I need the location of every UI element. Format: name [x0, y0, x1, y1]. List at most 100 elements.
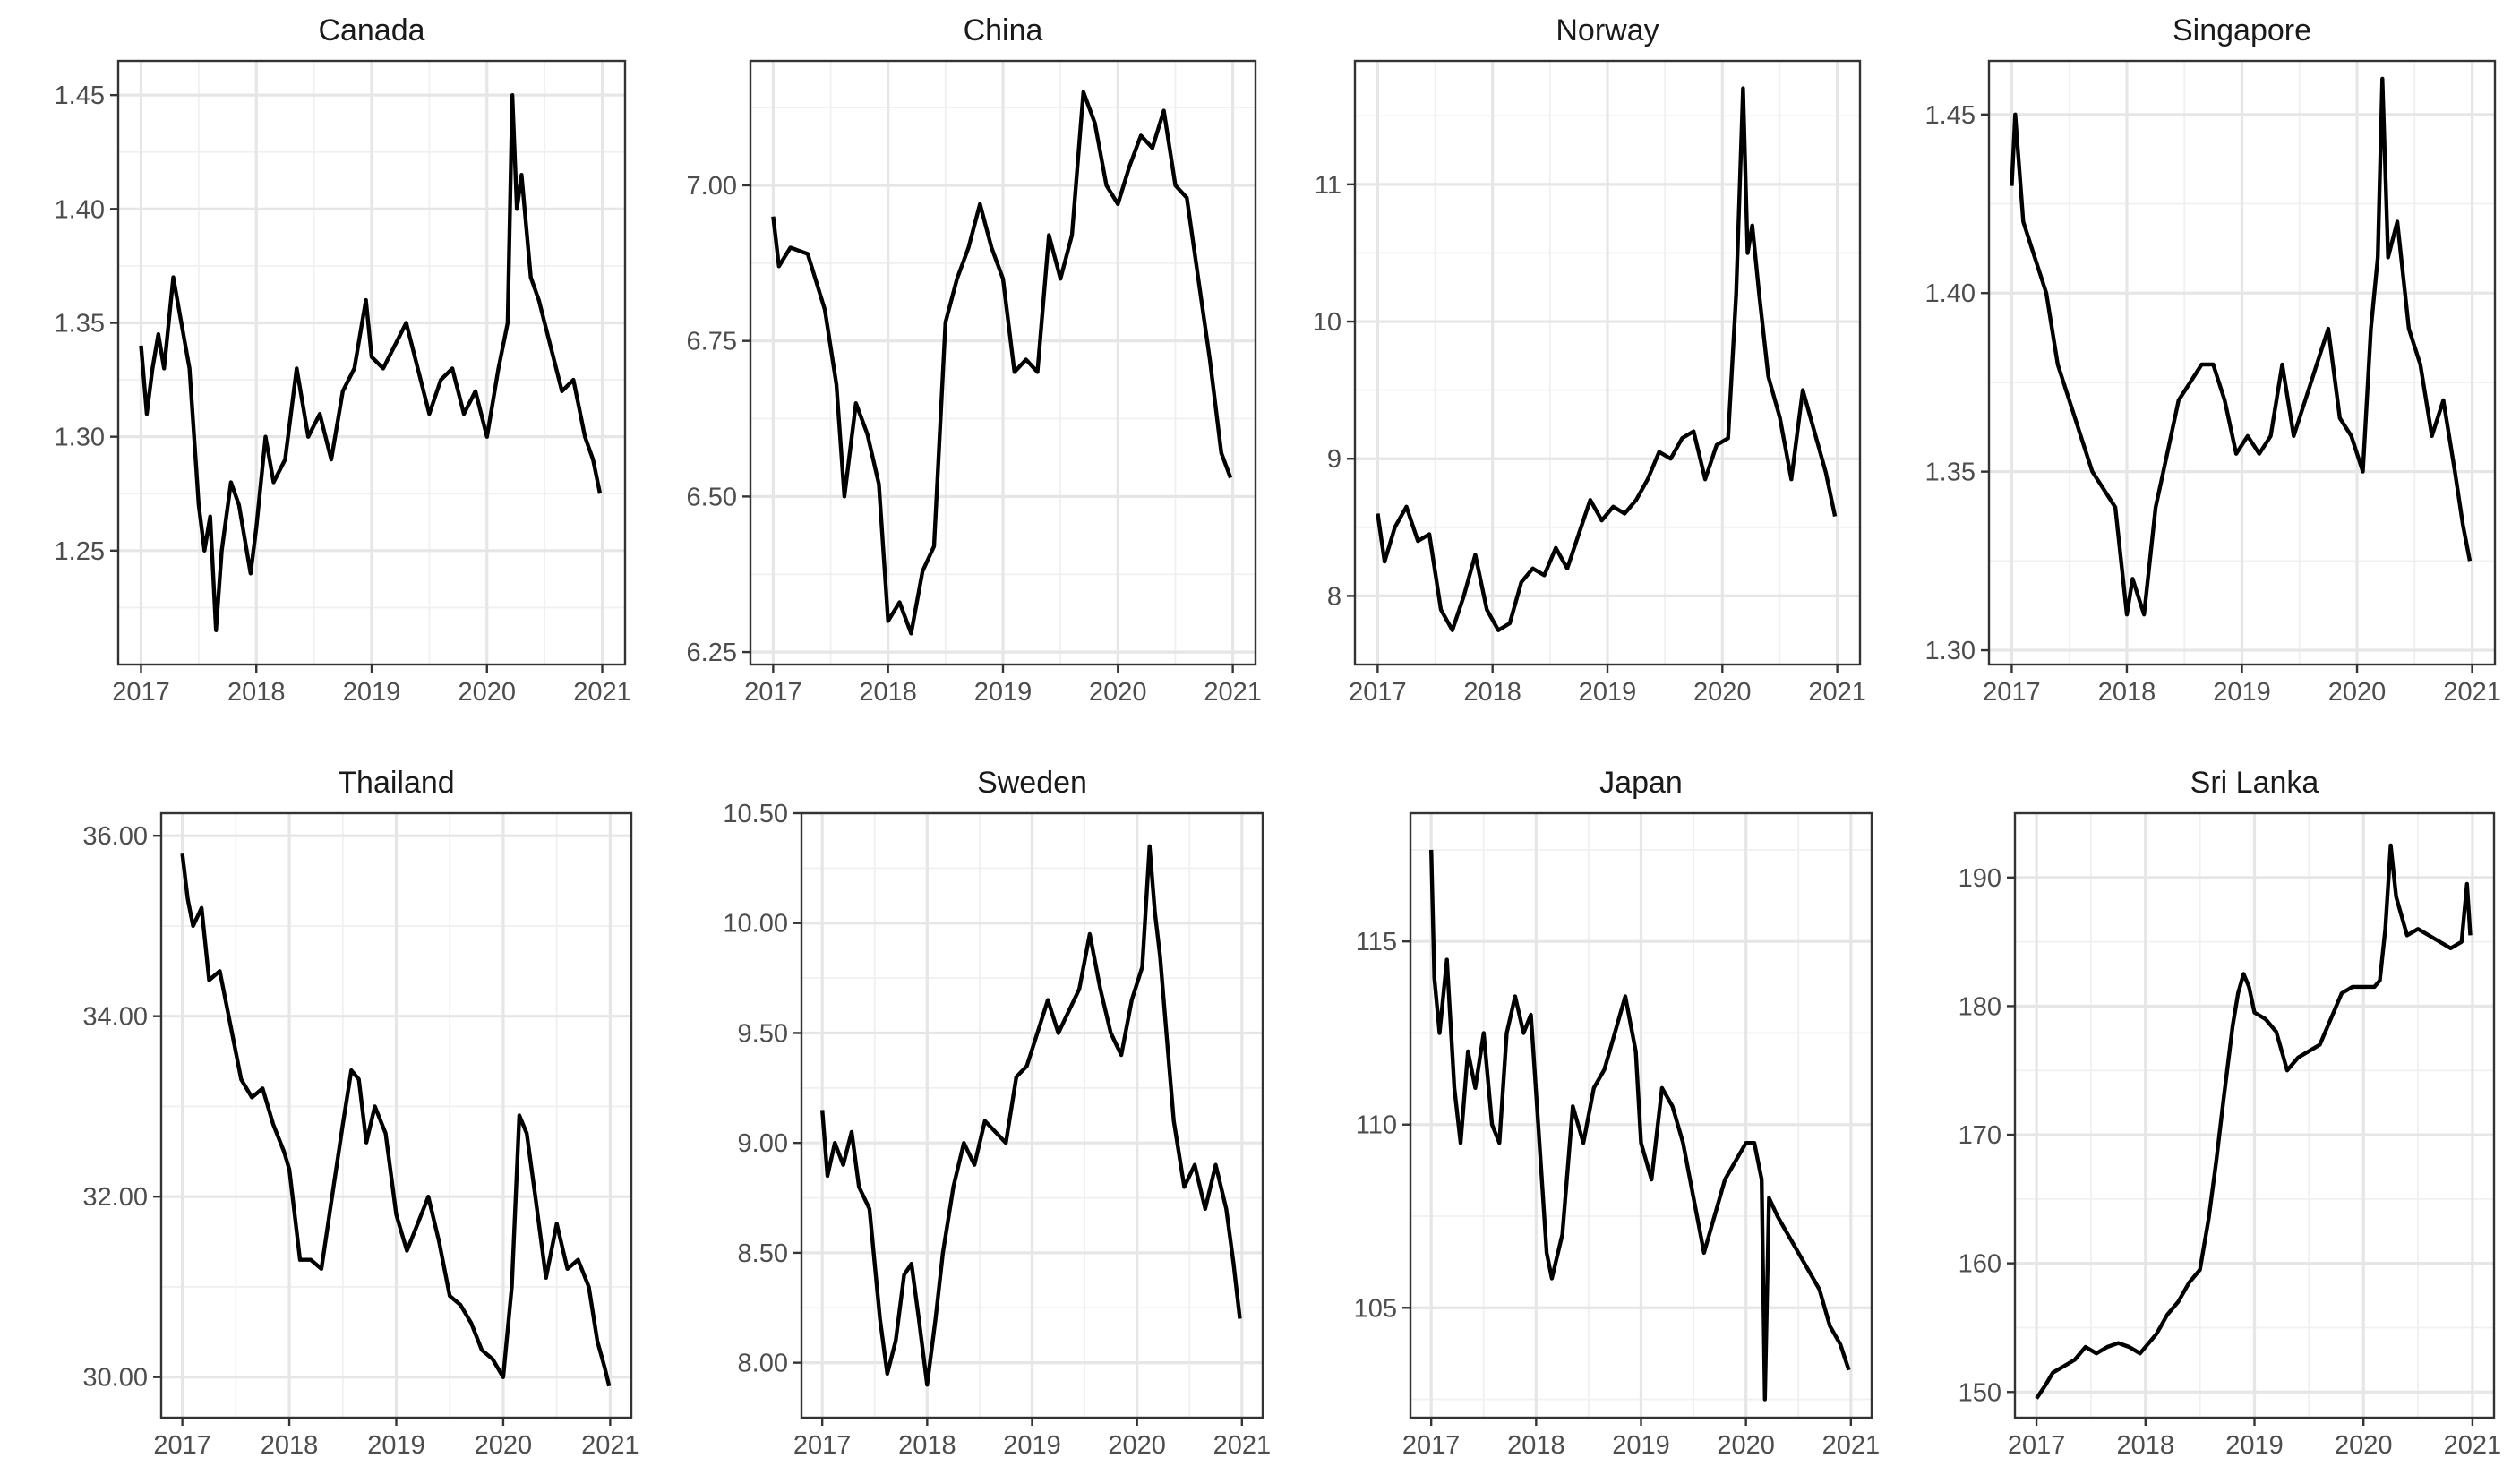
y-tick-label: 1.35 [55, 309, 105, 338]
panel-china: 2017 2018 2019 2020 2021 6.25 6.50 6.75 7.00 Chin… [687, 13, 1262, 707]
x-tick-label: 2018 [1463, 678, 1521, 707]
y-tick-label: 1.40 [1925, 279, 1976, 308]
y-tick-label: 9.00 [738, 1129, 788, 1158]
x-tick-label: 2018 [261, 1431, 319, 1460]
series-line-canada [139, 92, 603, 632]
y-tick-label: 9.50 [738, 1019, 788, 1048]
x-tick-label: 2018 [2098, 678, 2156, 707]
y-tick-label: 10 [1313, 308, 1341, 337]
panel-title: Thailand [338, 766, 454, 800]
series-line-japan [1429, 849, 1851, 1402]
x-tick-label: 2017 [153, 1431, 211, 1460]
x-tick-label: 2021 [573, 678, 631, 707]
x-tick-label: 2019 [1579, 678, 1637, 707]
y-tick-label: 115 [1356, 928, 1397, 956]
x-tick-label: 2021 [1822, 1431, 1881, 1460]
panel-singapore: 2017 2018 2019 2020 2021 1.30 1.35 1.40 1.45 Sing… [1925, 13, 2501, 707]
x-tick-label: 2020 [1089, 678, 1147, 707]
y-tick-label: 1.40 [55, 195, 105, 224]
y-tick-label: 30.00 [82, 1364, 148, 1393]
panel-title: Canada [318, 13, 424, 47]
x-tick-label: 2020 [2328, 678, 2387, 707]
x-tick-label: 2021 [2443, 678, 2501, 707]
y-tick-label: 180 [1959, 992, 2001, 1021]
x-tick-label: 2017 [1983, 678, 2041, 707]
series-line-sri-lanka [2035, 843, 2473, 1400]
y-tick-label: 8 [1327, 582, 1341, 611]
y-tick-label: 9 [1327, 445, 1341, 474]
series-line-singapore [2010, 76, 2473, 617]
x-tick-label: 2018 [1507, 1431, 1565, 1460]
x-tick-label: 2017 [744, 678, 802, 707]
y-tick-label: 6.75 [687, 328, 737, 356]
y-tick-label: 1.45 [55, 81, 105, 110]
x-tick-label: 2018 [2117, 1431, 2175, 1460]
panel-title: Singapore [2173, 13, 2311, 47]
series-line-thailand [180, 853, 612, 1387]
y-tick-label: 150 [1959, 1378, 2001, 1407]
y-tick-label: 1.25 [55, 537, 105, 566]
y-tick-label: 7.00 [687, 172, 737, 201]
y-tick-label: 10.00 [723, 910, 788, 939]
panel-sweden: 2017 2018 2019 2020 2021 8.00 8.50 9.00 9.50 10.0… [723, 766, 1271, 1460]
x-tick-label: 2017 [793, 1431, 852, 1460]
y-tick-label: 11 [1315, 171, 1341, 200]
x-tick-label: 2021 [1808, 678, 1866, 707]
x-tick-label: 2021 [581, 1431, 639, 1460]
y-tick-label: 110 [1356, 1111, 1397, 1140]
x-tick-label: 2021 [1204, 678, 1262, 707]
x-tick-label: 2018 [227, 678, 286, 707]
x-tick-label: 2019 [367, 1431, 425, 1460]
x-tick-label: 2020 [475, 1431, 533, 1460]
panel-japan: 2017 2018 2019 2020 2021 105 110 115 Japan [1354, 766, 1880, 1460]
x-tick-label: 2020 [1108, 1431, 1166, 1460]
panel-title: Japan [1599, 766, 1683, 800]
x-tick-label: 2021 [2444, 1431, 2502, 1460]
panel-norway: 2017 2018 2019 2020 2021 8 9 10 11 Norway [1313, 13, 1866, 707]
panel-title: Sweden [977, 766, 1087, 800]
x-tick-label: 2018 [859, 678, 917, 707]
panel-canada: 2017 2018 2019 2020 2021 1.25 1.30 1.35 1.40 1.45… [55, 13, 631, 707]
x-tick-label: 2017 [1349, 678, 1407, 707]
y-tick-label: 8.50 [738, 1239, 788, 1268]
x-tick-label: 2019 [1003, 1431, 1061, 1460]
y-tick-label: 1.45 [1925, 101, 1976, 130]
y-tick-label: 34.00 [82, 1003, 148, 1032]
x-tick-label: 2019 [343, 678, 401, 707]
y-tick-label: 1.30 [55, 424, 105, 452]
y-tick-label: 1.30 [1925, 637, 1976, 665]
x-tick-label: 2021 [1213, 1431, 1272, 1460]
panel-title: Sri Lanka [2190, 766, 2319, 800]
x-tick-label: 2020 [459, 678, 517, 707]
x-tick-label: 2017 [112, 678, 170, 707]
y-tick-label: 32.00 [82, 1183, 148, 1212]
y-tick-label: 1.35 [1925, 459, 1976, 487]
x-tick-label: 2019 [1612, 1431, 1670, 1460]
x-tick-label: 2019 [2225, 1431, 2284, 1460]
y-tick-label: 8.00 [738, 1350, 788, 1378]
y-tick-label: 36.00 [82, 822, 148, 851]
series-line-sweden [820, 844, 1242, 1387]
y-tick-label: 6.50 [687, 483, 737, 511]
y-tick-label: 190 [1959, 864, 2001, 893]
x-tick-label: 2019 [2213, 678, 2271, 707]
x-tick-label: 2020 [2335, 1431, 2393, 1460]
series-line-china [771, 90, 1233, 636]
x-tick-label: 2018 [898, 1431, 956, 1460]
panel-title: China [964, 13, 1043, 47]
y-tick-label: 6.25 [687, 639, 737, 667]
y-tick-label: 160 [1959, 1250, 2001, 1279]
y-tick-label: 105 [1354, 1294, 1397, 1323]
y-tick-label: 170 [1959, 1121, 2001, 1150]
x-tick-label: 2019 [974, 678, 1033, 707]
y-tick-label: 10.50 [723, 800, 788, 828]
panel-sri-lanka: 2017 2018 2019 2020 2021 150 160 170 180 190 Sri L… [1959, 766, 2502, 1460]
x-tick-label: 2017 [2008, 1431, 2066, 1460]
x-tick-label: 2017 [1402, 1431, 1461, 1460]
x-tick-label: 2020 [1693, 678, 1752, 707]
panel-thailand: 2017 2018 2019 2020 2021 30.00 32.00 34.00 36.00… [82, 766, 639, 1460]
x-tick-label: 2020 [1717, 1431, 1775, 1460]
panel-title: Norway [1556, 13, 1659, 47]
series-line-norway [1376, 86, 1838, 632]
